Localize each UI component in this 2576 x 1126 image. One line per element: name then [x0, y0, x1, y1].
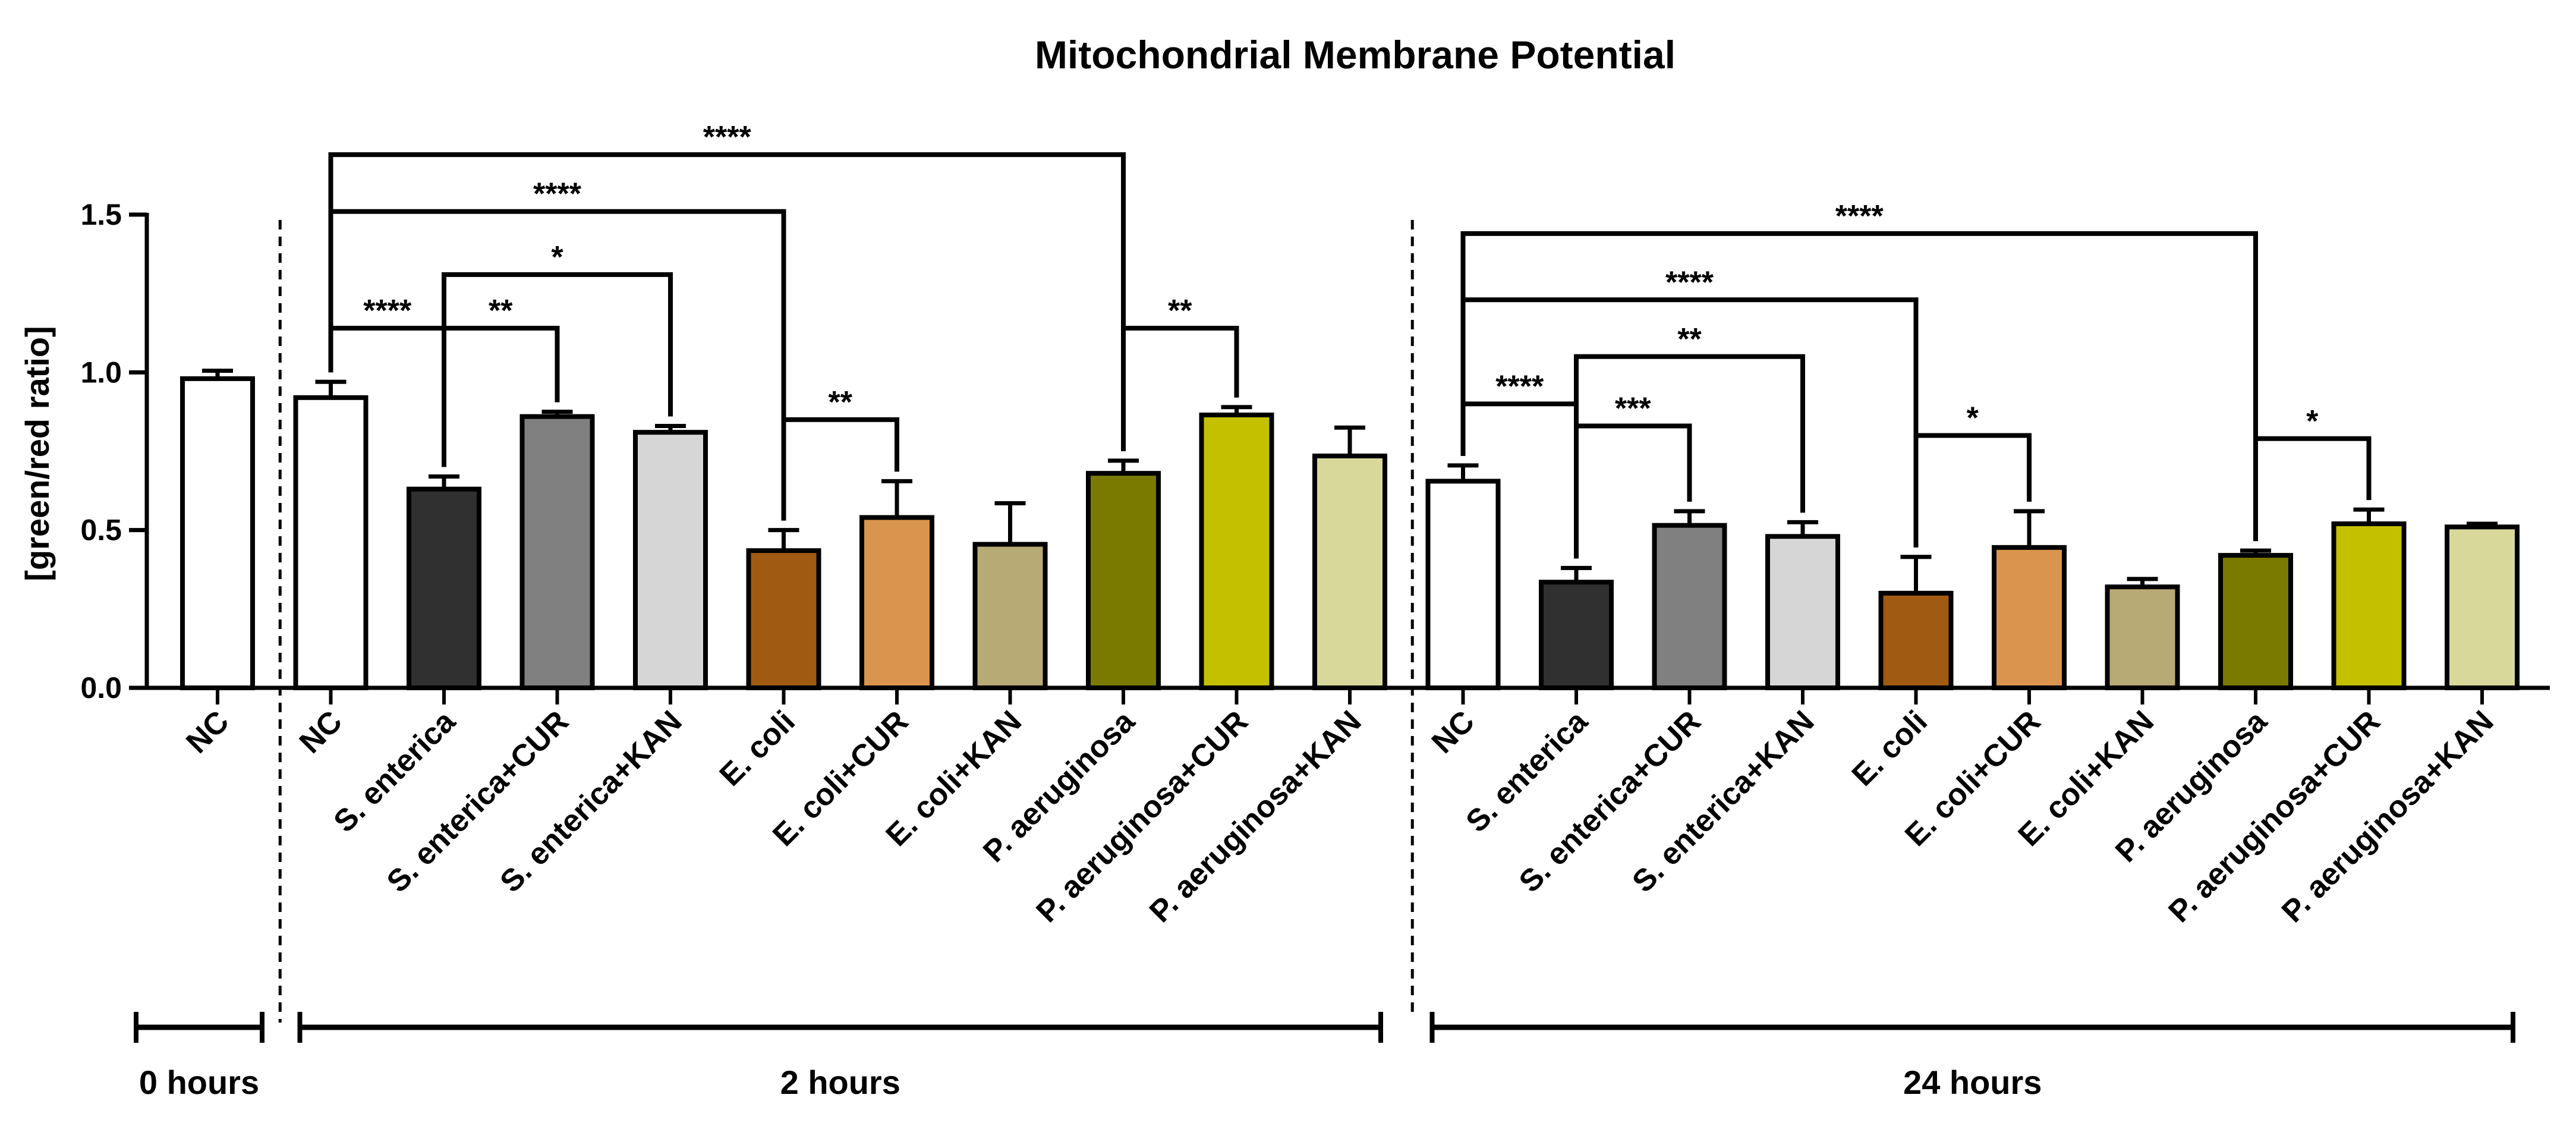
significance-bracket [328, 209, 786, 521]
group-label: 24 hours [1903, 1064, 2042, 1101]
significance-bracket [781, 417, 899, 521]
y-tick-label: 0.5 [80, 514, 122, 547]
bar [407, 486, 481, 690]
significance-label: **** [1835, 199, 1884, 234]
x-tick-label: NC [293, 704, 349, 760]
bar [519, 414, 595, 690]
significance-label: ** [1168, 294, 1192, 328]
bar [2218, 553, 2293, 690]
significance-label: * [1967, 401, 1979, 435]
bar [1312, 453, 1387, 691]
significance-label: **** [363, 294, 412, 328]
x-tick-label: NC [1425, 704, 1481, 760]
bar [1086, 471, 1161, 690]
bar [859, 515, 934, 690]
significance-label: * [551, 240, 563, 275]
significance-annotations: ************************************ * * [328, 120, 2372, 559]
significance-label: ** [489, 294, 513, 328]
significance-label: **** [533, 177, 582, 212]
bar [1199, 412, 1274, 690]
bar [746, 548, 821, 690]
significance-bracket [1460, 231, 2258, 542]
significance-label: **** [703, 120, 752, 155]
bar [293, 395, 369, 691]
significance-bracket [1121, 326, 1239, 451]
significance-label: **** [1495, 369, 1544, 404]
group-label: 2 hours [780, 1064, 900, 1101]
chart-title: Mitochondrial Membrane Potential [1035, 33, 1676, 77]
x-tick-label: P. aeruginosa+CUR [2162, 704, 2387, 929]
y-tick-label: 1.5 [80, 198, 122, 231]
bar [1765, 534, 1840, 691]
bar [1539, 580, 1614, 691]
x-tick-label: NC [179, 704, 235, 760]
bar [2445, 524, 2520, 690]
x-tick-label: E. coli [1846, 704, 1934, 792]
significance-label: **** [1665, 265, 1714, 300]
bar [180, 376, 255, 690]
bar [2331, 521, 2407, 690]
bar [2105, 584, 2180, 690]
x-tick-label: P. aeruginosa+KAN [2275, 704, 2501, 929]
time-groups: 0 hours 2 hours 24 hours [134, 1012, 2515, 1101]
y-tick-label: 1.0 [80, 356, 122, 389]
significance-bracket [442, 326, 560, 467]
bar [1652, 523, 1727, 690]
x-tick-label: E. coli [713, 704, 802, 792]
bar [972, 542, 1048, 691]
significance-bracket [328, 152, 1126, 451]
significance-bracket [1913, 433, 2032, 548]
significance-bracket [1460, 297, 1919, 548]
significance-label: ** [1677, 322, 1702, 357]
x-tick-label: P. aeruginosa+CUR [1029, 704, 1255, 929]
bar [1425, 479, 1501, 690]
significance-bracket [2253, 436, 2372, 542]
x-tick-label: P. aeruginosa+KAN [1143, 704, 1368, 929]
bar [633, 430, 708, 690]
group-label: 0 hours [139, 1064, 259, 1101]
significance-label: *** [1615, 392, 1651, 426]
significance-bracket [1574, 423, 1692, 559]
significance-label: * [2306, 404, 2319, 439]
y-tick-label: 0.0 [80, 671, 122, 704]
significance-label: ** [829, 385, 853, 420]
y-axis-label: [green/red ratio] [18, 326, 56, 581]
bar [1992, 545, 2067, 690]
bar [1878, 590, 1954, 690]
bars [180, 369, 2520, 691]
